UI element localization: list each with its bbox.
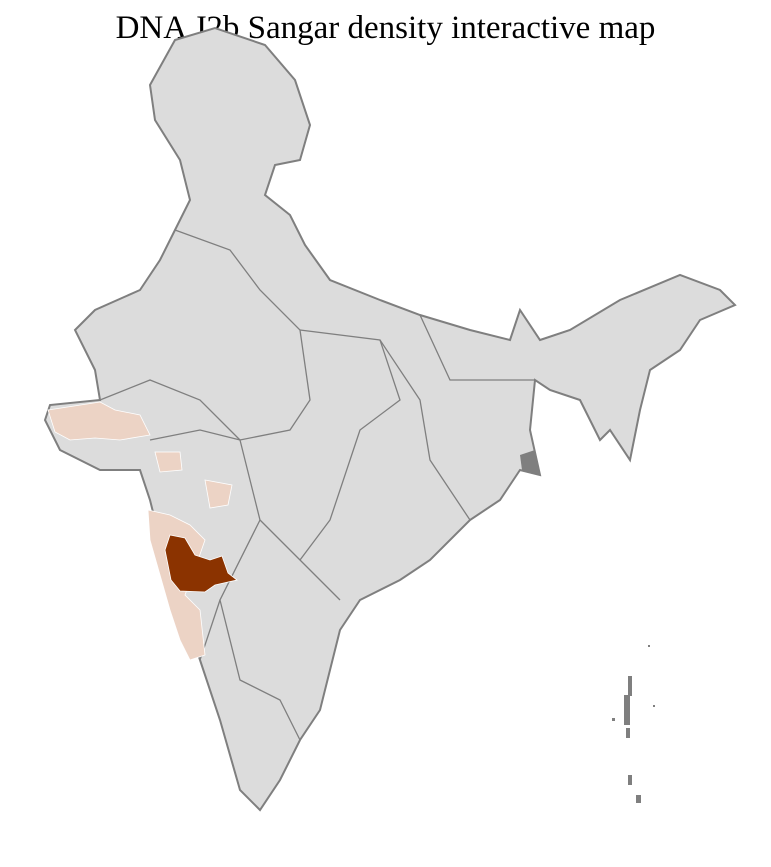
sundarbans-region [520, 450, 540, 475]
district-low-kutch[interactable] [47, 401, 151, 441]
district-low-gujarat[interactable] [154, 451, 183, 473]
district-low-vidarbha[interactable] [204, 479, 233, 509]
andaman-nicobar-islands[interactable] [612, 645, 655, 803]
highlighted-districts[interactable] [47, 401, 238, 661]
state-borders [99, 229, 535, 741]
district-high-density[interactable] [164, 534, 238, 593]
